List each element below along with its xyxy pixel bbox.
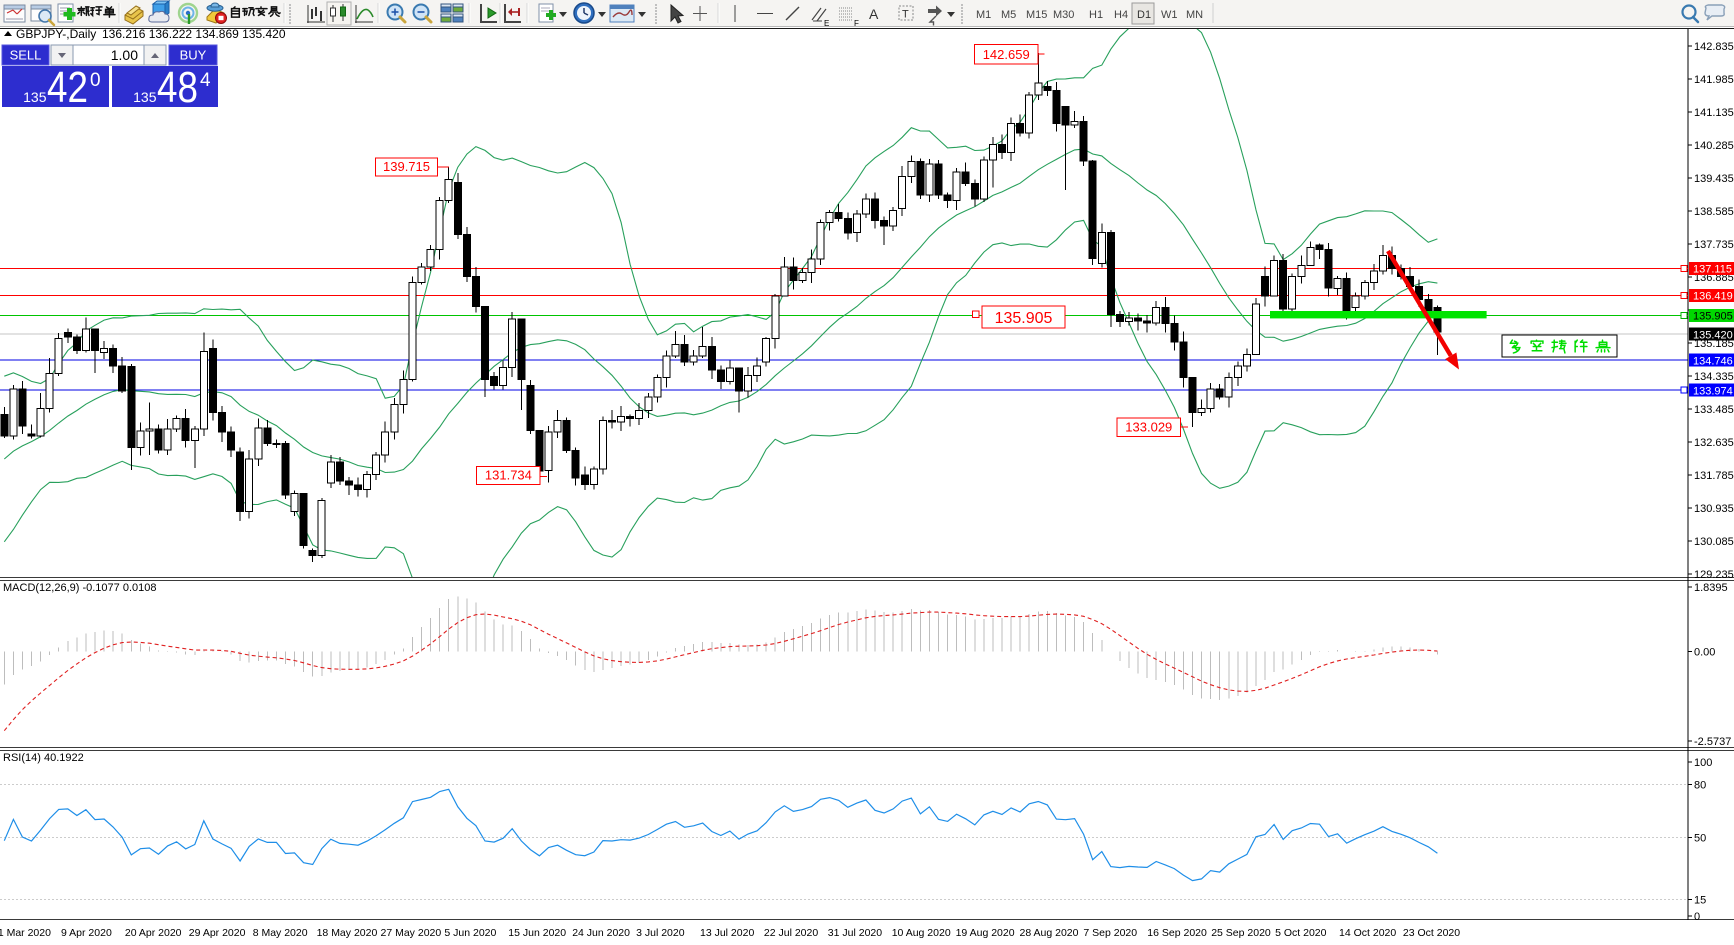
svg-text:RSI(14) 40.1922: RSI(14) 40.1922: [3, 752, 84, 764]
svg-text:10 Aug 2020: 10 Aug 2020: [892, 927, 951, 939]
svg-text:25 Sep 2020: 25 Sep 2020: [1211, 927, 1271, 939]
svg-text:13 Jul 2020: 13 Jul 2020: [700, 927, 754, 939]
svg-text:135.185: 135.185: [1694, 338, 1734, 350]
svg-text:1.8395: 1.8395: [1694, 582, 1728, 594]
svg-text:M30: M30: [1053, 9, 1074, 21]
svg-text:28 Aug 2020: 28 Aug 2020: [1020, 927, 1079, 939]
svg-text:132.635: 132.635: [1694, 437, 1734, 449]
svg-text:133.485: 133.485: [1694, 404, 1734, 416]
svg-text:141.135: 141.135: [1694, 107, 1734, 119]
svg-text:130.935: 130.935: [1694, 503, 1734, 515]
svg-text:138.585: 138.585: [1694, 206, 1734, 218]
svg-text:135.905: 135.905: [995, 310, 1053, 327]
svg-text:W1: W1: [1161, 9, 1178, 21]
svg-text:130.085: 130.085: [1694, 536, 1734, 548]
svg-text:1.00: 1.00: [111, 47, 138, 63]
svg-text:27 May 2020: 27 May 2020: [381, 927, 442, 939]
svg-text:H1: H1: [1089, 9, 1103, 21]
svg-text:18 May 2020: 18 May 2020: [317, 927, 378, 939]
svg-text:A: A: [869, 6, 879, 22]
svg-text:29 Apr 2020: 29 Apr 2020: [189, 927, 246, 939]
svg-text:5 Jun 2020: 5 Jun 2020: [444, 927, 496, 939]
svg-text:135: 135: [133, 89, 157, 105]
svg-text:3 Jul 2020: 3 Jul 2020: [636, 927, 685, 939]
svg-text:0: 0: [1694, 911, 1700, 923]
svg-text:131.785: 131.785: [1694, 470, 1734, 482]
svg-text:137.115: 137.115: [1693, 264, 1732, 276]
svg-text:135: 135: [23, 89, 47, 105]
svg-text:M1: M1: [976, 9, 991, 21]
svg-text:24 Jun 2020: 24 Jun 2020: [572, 927, 630, 939]
svg-text:135.420: 135.420: [1693, 329, 1733, 341]
svg-text:136.216 136.222 134.869 135.42: 136.216 136.222 134.869 135.420: [102, 27, 286, 41]
svg-text:142.659: 142.659: [983, 47, 1030, 62]
svg-text:139.715: 139.715: [383, 159, 430, 174]
svg-text:23 Oct 2020: 23 Oct 2020: [1403, 927, 1460, 939]
svg-text:131.734: 131.734: [485, 468, 532, 483]
svg-text:31 Jul 2020: 31 Jul 2020: [828, 927, 882, 939]
svg-text:134.335: 134.335: [1694, 371, 1734, 383]
svg-text:136.885: 136.885: [1694, 272, 1734, 284]
svg-text:E: E: [824, 19, 829, 28]
svg-text:GBPJPY-,Daily: GBPJPY-,Daily: [16, 27, 96, 41]
svg-text:142.835: 142.835: [1694, 41, 1734, 53]
svg-text:136.419: 136.419: [1693, 291, 1733, 303]
svg-text:4: 4: [200, 70, 211, 91]
svg-text:8 May 2020: 8 May 2020: [253, 927, 308, 939]
svg-text:-2.5737: -2.5737: [1694, 736, 1731, 748]
svg-text:15 Jun 2020: 15 Jun 2020: [508, 927, 566, 939]
svg-text:137.735: 137.735: [1694, 239, 1734, 251]
svg-text:T: T: [902, 9, 909, 21]
svg-text:135.905: 135.905: [1693, 311, 1733, 323]
svg-text:MN: MN: [1186, 9, 1203, 21]
svg-text:SELL: SELL: [10, 48, 42, 63]
svg-text:F: F: [854, 19, 859, 28]
svg-text:5 Oct 2020: 5 Oct 2020: [1275, 927, 1327, 939]
svg-text:133.974: 133.974: [1693, 385, 1733, 397]
svg-text:140.285: 140.285: [1694, 140, 1734, 152]
svg-text:M5: M5: [1001, 9, 1016, 21]
svg-text:MACD(12,26,9) -0.1077 0.0108: MACD(12,26,9) -0.1077 0.0108: [3, 582, 156, 594]
svg-text:7 Sep 2020: 7 Sep 2020: [1083, 927, 1137, 939]
svg-text:19 Aug 2020: 19 Aug 2020: [956, 927, 1015, 939]
svg-text:16 Sep 2020: 16 Sep 2020: [1147, 927, 1207, 939]
svg-text:100: 100: [1694, 757, 1712, 769]
svg-text:M15: M15: [1026, 9, 1047, 21]
svg-text:15: 15: [1694, 895, 1706, 907]
svg-text:139.435: 139.435: [1694, 173, 1734, 185]
svg-text:0: 0: [90, 70, 101, 91]
svg-text:20 Apr 2020: 20 Apr 2020: [125, 927, 182, 939]
svg-text:42: 42: [47, 63, 88, 112]
svg-text:14 Oct 2020: 14 Oct 2020: [1339, 927, 1396, 939]
svg-text:31 Mar 2020: 31 Mar 2020: [0, 927, 51, 939]
svg-text:9 Apr 2020: 9 Apr 2020: [61, 927, 112, 939]
svg-text:80: 80: [1694, 779, 1706, 791]
svg-text:129.235: 129.235: [1694, 569, 1734, 581]
svg-text:133.029: 133.029: [1125, 420, 1172, 435]
svg-text:D1: D1: [1137, 9, 1151, 21]
svg-text:0.00: 0.00: [1694, 646, 1715, 658]
svg-text:H4: H4: [1114, 9, 1128, 21]
svg-text:141.985: 141.985: [1694, 74, 1734, 86]
svg-text:134.746: 134.746: [1693, 355, 1733, 367]
svg-text:50: 50: [1694, 833, 1706, 845]
svg-text:48: 48: [157, 63, 198, 112]
svg-text:22 Jul 2020: 22 Jul 2020: [764, 927, 818, 939]
svg-text:BUY: BUY: [180, 48, 207, 63]
